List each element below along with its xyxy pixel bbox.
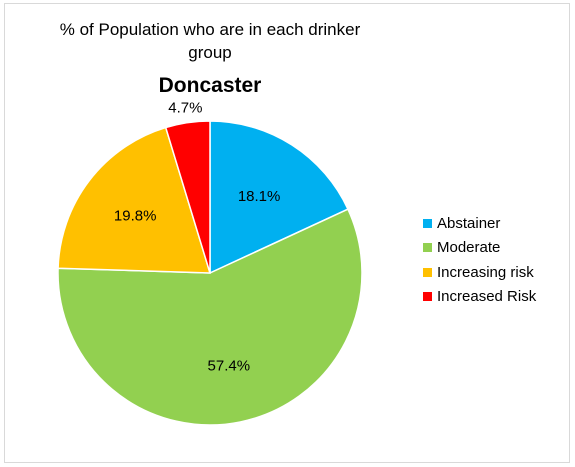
legend-item-abstainer: Abstainer: [423, 211, 536, 236]
data-label-abstainer: 18.1%: [238, 188, 281, 205]
pie-slice-abstainer: [209, 120, 349, 275]
legend-label: Abstainer: [437, 214, 501, 232]
legend-label: Increased Risk: [437, 288, 537, 306]
data-label-increased-risk: 4.7%: [168, 100, 202, 117]
chart-title-line-2: group: [188, 43, 232, 62]
pie-slice-increasing-risk: [57, 126, 212, 274]
legend-swatch: [423, 292, 432, 302]
data-label-increasing-risk: 19.8%: [114, 208, 157, 225]
chart-title-line-1: % of Population who are in each drinker: [59, 20, 361, 39]
legend-swatch: [423, 243, 432, 253]
legend-label: Increasing risk: [437, 263, 534, 281]
legend-swatch: [423, 267, 432, 277]
chart-legend: Abstainer Moderate Increasing risk Increase…: [423, 211, 536, 309]
legend-swatch: [423, 218, 432, 228]
legend-item-increasing-risk: Increasing risk: [423, 260, 536, 285]
chart-subtitle: Doncaster: [158, 74, 262, 97]
legend-item-moderate: Moderate: [423, 236, 536, 261]
pie-slice-increased-risk: [164, 120, 211, 274]
data-label-moderate: 57.4%: [208, 357, 251, 374]
legend-label: Moderate: [437, 239, 501, 257]
legend-item-increased-risk: Increased Risk: [423, 285, 536, 310]
pie-slice-moderate: [57, 208, 363, 426]
